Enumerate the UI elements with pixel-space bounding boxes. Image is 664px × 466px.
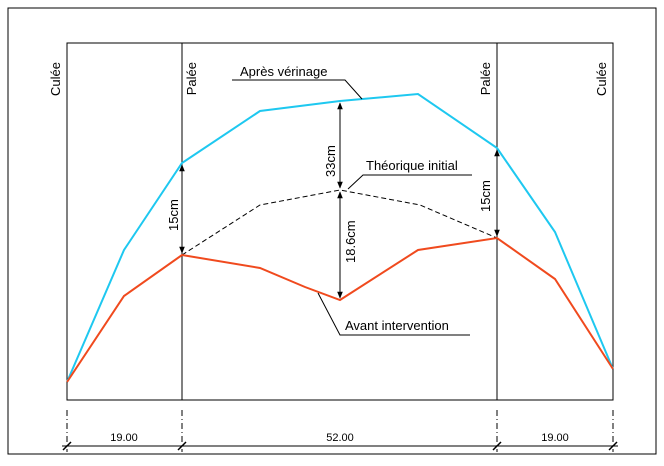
- span-label-middle: 52.00: [326, 432, 354, 444]
- label-culee-left: Culée: [48, 62, 63, 96]
- label-palee-right: Palée: [478, 62, 493, 95]
- curve-apres-verinage: [66, 92, 614, 383]
- tick-2: [492, 441, 502, 451]
- label-theorique-initial: Théorique initial: [366, 158, 458, 173]
- label-culee-right: Culée: [594, 62, 609, 96]
- label-apres-verinage: Après vérinage: [240, 64, 327, 79]
- label-palee-left: Palée: [184, 62, 199, 95]
- label-avant-intervention: Avant intervention: [345, 318, 449, 333]
- tick-1: [177, 441, 187, 451]
- dim-label-15cm-left: 15cm: [166, 199, 181, 231]
- dim-label-18-6cm: 18.6cm: [343, 220, 358, 263]
- leader-theorique-initial: [347, 174, 472, 190]
- curve-avant-intervention: [66, 236, 614, 383]
- tick-0: [62, 441, 72, 451]
- tick-3: [608, 441, 618, 451]
- leader-avant-intervention: [317, 292, 470, 336]
- dim-label-33cm: 33cm: [323, 145, 338, 177]
- curve-theorique-initial: [181, 189, 498, 256]
- dim-label-15cm-right: 15cm: [478, 180, 493, 212]
- leader-apres-verinage: [232, 79, 363, 100]
- span-label-right: 19.00: [541, 432, 569, 444]
- span-label-left: 19.00: [110, 432, 138, 444]
- plot-frame: [66, 42, 614, 401]
- outer-frame: [7, 7, 657, 455]
